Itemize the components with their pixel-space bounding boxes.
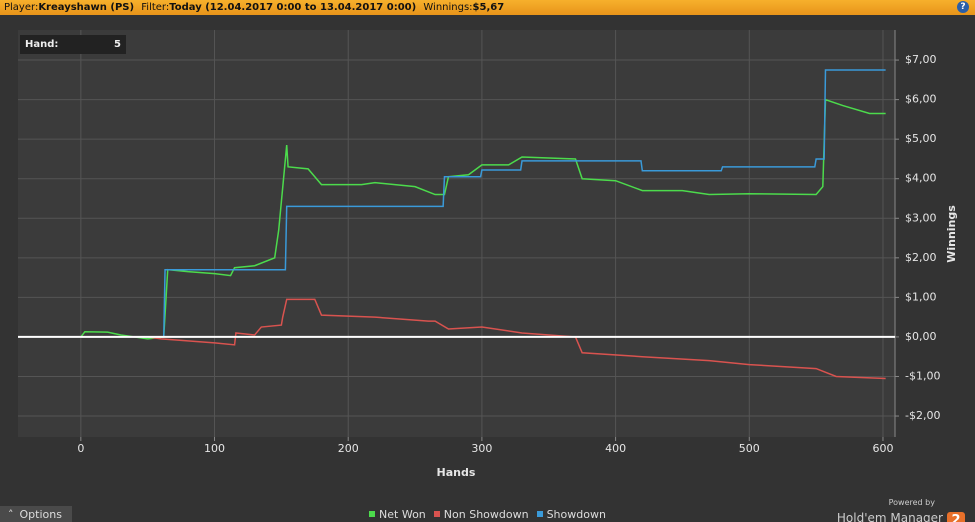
series-line [80,98,886,340]
x-tick-label: 0 [77,442,84,455]
options-label: Options [19,508,62,521]
top-bar: Player:Kreayshawn (PS) Filter:Today (12.… [0,0,975,15]
hand-label: Hand: [25,39,59,50]
player: Kreayshawn (PS) [38,2,135,13]
x-axis-title: Hands [437,466,476,479]
powered-by: Powered by Hold'em Manager 2 [837,498,965,522]
player-label: Player: [4,2,39,13]
hand-value: 5 [114,39,121,50]
legend-swatch [369,511,376,517]
hand-box: Hand: 5 [20,35,126,54]
legend-item[interactable]: Showdown [536,508,606,521]
y-tick-label: $3,00 [905,211,937,224]
legend-label: Non Showdown [443,508,529,521]
series-line [80,298,886,380]
y-tick-label: $7,00 [905,53,937,66]
legend-item[interactable]: Net Won [369,508,426,521]
y-tick-label: $6,00 [905,93,937,106]
x-tick-label: 500 [739,442,760,455]
winnings: $5,67 [472,2,505,13]
legend-swatch [433,511,440,517]
y-tick-label: -$2,00 [905,409,940,422]
legend-label: Showdown [546,508,606,521]
help-button[interactable]: ? [957,1,969,13]
plot-area [18,30,895,437]
filter-label: Filter: [141,2,170,13]
powered-by-label: Powered by [888,498,935,507]
y-tick-label: $1,00 [905,290,937,303]
options-tab[interactable]: ˄ Options [0,506,72,522]
legend-item[interactable]: Non Showdown [433,508,529,521]
legend-swatch [536,511,543,517]
winnings-label: Winnings: [423,2,473,13]
y-tick-label: $4,00 [905,172,937,185]
brand-badge: 2 [947,512,965,522]
legend-label: Net Won [379,508,426,521]
x-tick-label: 300 [471,442,492,455]
y-tick-label: $0,00 [905,330,937,343]
x-tick-label: 200 [338,442,359,455]
y-tick-label: $2,00 [905,251,937,264]
x-tick-label: 100 [204,442,225,455]
y-tick-label: $5,00 [905,132,937,145]
brand: Hold'em Manager [836,511,943,522]
x-tick-label: 400 [605,442,626,455]
y-axis-title: Winnings [945,205,958,263]
legend: Net Won Non Showdown Showdown [0,508,975,521]
filter: Today (12.04.2017 0:00 to 13.04.2017 0:0… [169,2,417,13]
y-tick-label: -$1,00 [905,369,940,382]
series-line [80,69,886,338]
x-tick-label: 600 [872,442,893,455]
